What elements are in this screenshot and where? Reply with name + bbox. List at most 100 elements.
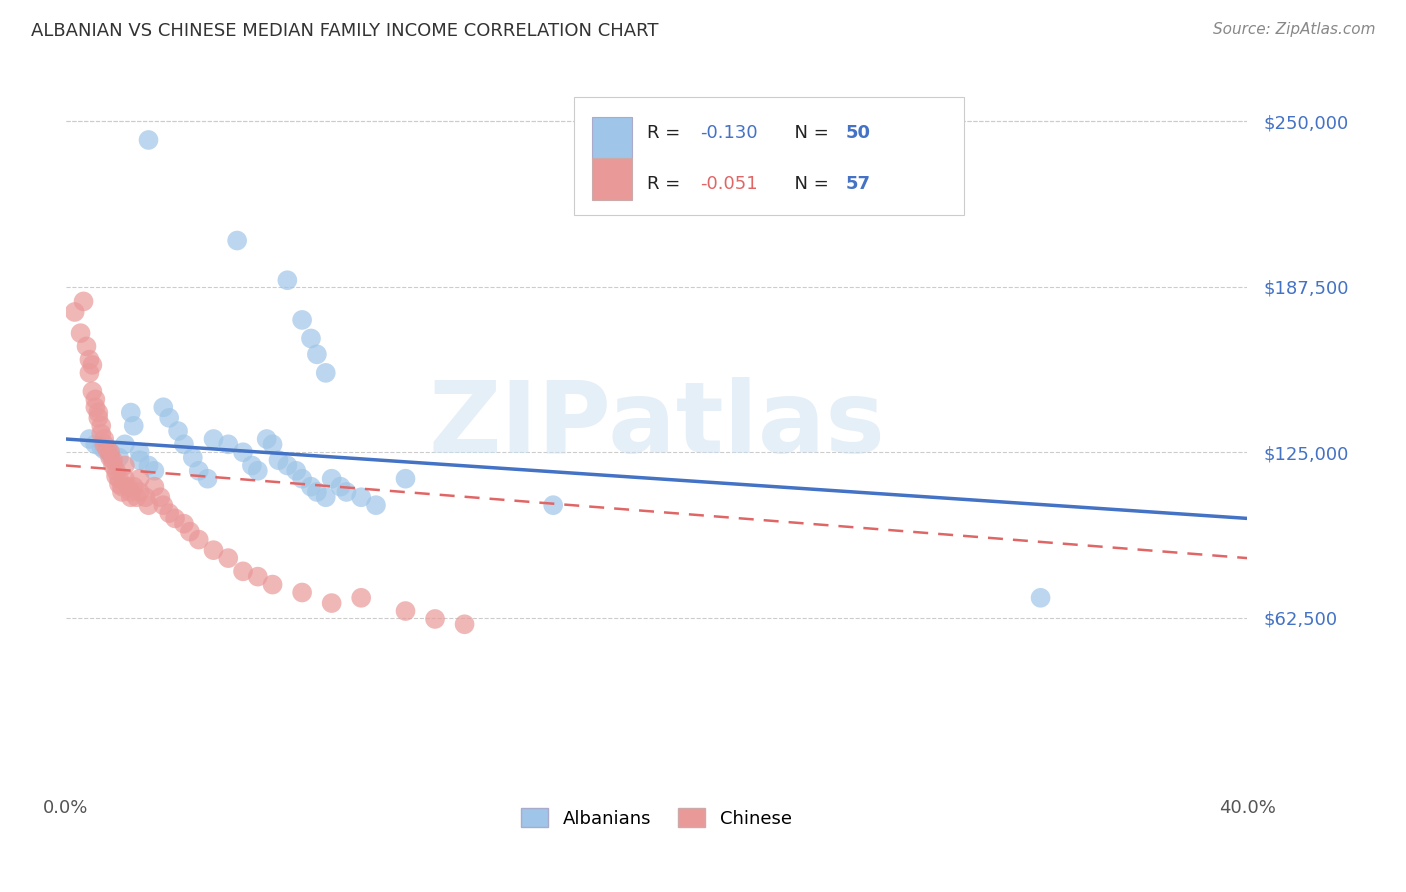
Point xyxy=(152,401,174,415)
Point xyxy=(240,458,263,473)
Point xyxy=(181,450,204,465)
Point xyxy=(453,617,475,632)
Point xyxy=(105,469,128,483)
Point xyxy=(232,445,254,459)
Text: ALBANIAN VS CHINESE MEDIAN FAMILY INCOME CORRELATION CHART: ALBANIAN VS CHINESE MEDIAN FAMILY INCOME… xyxy=(31,22,658,40)
Point xyxy=(315,490,337,504)
Point xyxy=(262,437,284,451)
Point xyxy=(276,273,298,287)
Point xyxy=(84,401,107,415)
Point xyxy=(87,410,110,425)
Point xyxy=(291,472,314,486)
Point xyxy=(84,392,107,407)
Point xyxy=(285,464,308,478)
Point xyxy=(256,432,278,446)
Point xyxy=(291,585,314,599)
Point xyxy=(84,437,107,451)
Point xyxy=(120,490,142,504)
Point xyxy=(128,472,150,486)
FancyBboxPatch shape xyxy=(574,97,963,215)
Point xyxy=(138,498,160,512)
Text: ZIPatlas: ZIPatlas xyxy=(429,377,884,475)
FancyBboxPatch shape xyxy=(592,117,631,160)
Point xyxy=(299,331,322,345)
Point xyxy=(321,472,343,486)
Point xyxy=(63,305,86,319)
Point xyxy=(350,490,373,504)
Text: -0.130: -0.130 xyxy=(700,124,758,142)
Point xyxy=(108,472,131,486)
Point xyxy=(101,458,124,473)
Text: R =: R = xyxy=(647,175,686,194)
Point xyxy=(394,472,416,486)
Point xyxy=(90,418,112,433)
Text: R =: R = xyxy=(647,124,686,142)
Point xyxy=(541,498,564,512)
Point xyxy=(111,480,134,494)
Point xyxy=(93,432,115,446)
Point xyxy=(364,498,387,512)
Point xyxy=(128,485,150,500)
Point xyxy=(114,472,136,486)
Point xyxy=(152,498,174,512)
Point xyxy=(93,442,115,457)
Point xyxy=(305,347,328,361)
Point xyxy=(197,472,219,486)
Point xyxy=(173,516,195,531)
FancyBboxPatch shape xyxy=(592,158,631,200)
Point xyxy=(267,453,290,467)
Point xyxy=(105,464,128,478)
Point xyxy=(202,543,225,558)
Point xyxy=(135,490,157,504)
Point xyxy=(101,453,124,467)
Point xyxy=(82,384,104,399)
Point xyxy=(350,591,373,605)
Text: -0.051: -0.051 xyxy=(700,175,758,194)
Point xyxy=(72,294,94,309)
Point xyxy=(108,477,131,491)
Point xyxy=(232,565,254,579)
Point xyxy=(138,458,160,473)
Point xyxy=(157,410,180,425)
Point xyxy=(202,432,225,446)
Text: Source: ZipAtlas.com: Source: ZipAtlas.com xyxy=(1212,22,1375,37)
Point xyxy=(111,485,134,500)
Point xyxy=(125,490,148,504)
Text: N =: N = xyxy=(783,175,835,194)
Point xyxy=(246,464,269,478)
Point xyxy=(262,577,284,591)
Text: N =: N = xyxy=(783,124,835,142)
Point xyxy=(143,464,166,478)
Point xyxy=(1029,591,1052,605)
Point xyxy=(335,485,357,500)
Point xyxy=(291,313,314,327)
Point xyxy=(276,458,298,473)
Point xyxy=(321,596,343,610)
Point xyxy=(108,450,131,465)
Point xyxy=(69,326,91,340)
Point xyxy=(329,480,352,494)
Point xyxy=(114,458,136,473)
Point xyxy=(299,480,322,494)
Point xyxy=(79,366,101,380)
Point xyxy=(117,480,139,494)
Point xyxy=(76,339,98,353)
Point xyxy=(305,485,328,500)
Point xyxy=(98,450,121,465)
Point xyxy=(138,133,160,147)
Point xyxy=(423,612,446,626)
Point xyxy=(187,533,209,547)
Point xyxy=(122,418,145,433)
Legend: Albanians, Chinese: Albanians, Chinese xyxy=(515,801,799,835)
Point xyxy=(167,424,190,438)
Point xyxy=(90,426,112,441)
Point xyxy=(315,366,337,380)
Point xyxy=(165,511,187,525)
Point xyxy=(96,442,118,457)
Text: 57: 57 xyxy=(845,175,870,194)
Point xyxy=(128,453,150,467)
Point xyxy=(226,234,249,248)
Point xyxy=(157,506,180,520)
Point xyxy=(128,445,150,459)
Point xyxy=(98,445,121,459)
